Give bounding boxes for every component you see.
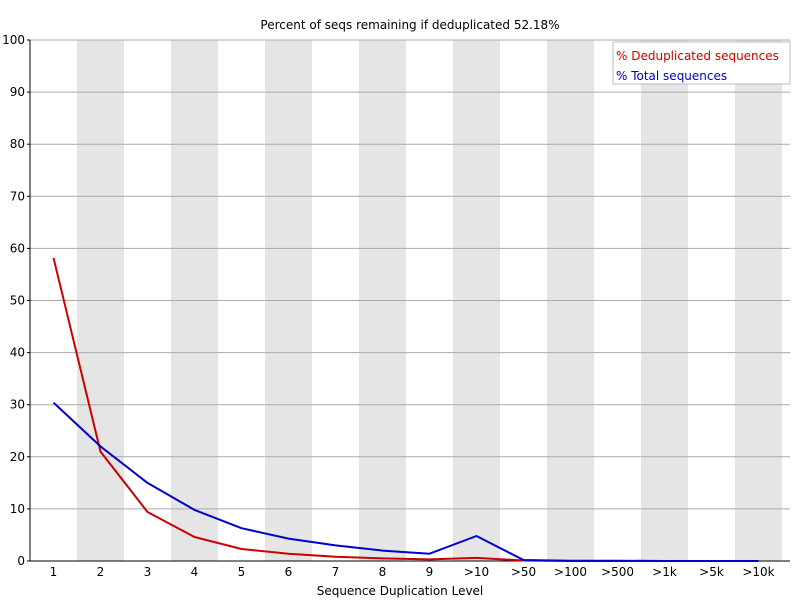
y-tick-label: 80 [10, 137, 25, 151]
x-tick-label: 1 [50, 565, 58, 579]
x-tick-label: 3 [144, 565, 152, 579]
y-tick-label: 90 [10, 85, 25, 99]
x-tick-label: 5 [238, 565, 246, 579]
x-tick-label: >100 [554, 565, 587, 579]
y-tick-label: 20 [10, 450, 25, 464]
legend-box [612, 41, 791, 85]
x-tick-label: 7 [332, 565, 340, 579]
x-tick-label: 9 [426, 565, 434, 579]
legend-entry-deduplicated: % Deduplicated sequences [616, 49, 779, 63]
y-tick-label: 100 [2, 33, 25, 47]
x-tick-label: >10k [742, 565, 774, 579]
x-axis-label: Sequence Duplication Level [317, 584, 484, 598]
x-tick-label: >50 [511, 565, 536, 579]
x-tick-label: >5k [699, 565, 724, 579]
legend-entry-total: % Total sequences [616, 69, 727, 83]
x-tick-labels: 1 2 3 4 5 6 7 8 9 >10 >50 >100 >500 >1k >5k >10k [50, 565, 775, 579]
y-tick-label: 30 [10, 398, 25, 412]
x-tick-label: >10 [464, 565, 489, 579]
x-tick-label: >500 [601, 565, 634, 579]
y-tick-label: 40 [10, 346, 25, 360]
y-tick-labels: 0 10 20 30 40 50 60 70 80 90 100 [2, 33, 30, 568]
series-lines [52, 257, 759, 562]
y-tick-label: 70 [10, 189, 25, 203]
series-line-total [52, 401, 759, 562]
y-tick-label: 60 [10, 241, 25, 255]
legend: % Deduplicated sequences % Total sequenc… [612, 41, 791, 85]
x-tick-label: 2 [97, 565, 105, 579]
y-tick-label: 10 [10, 502, 25, 516]
y-tick-label: 0 [17, 554, 25, 568]
x-tick-label: 4 [191, 565, 199, 579]
chart-title: Percent of seqs remaining if deduplicate… [260, 18, 559, 32]
x-tick-label: >1k [652, 565, 677, 579]
x-tick-label: 8 [379, 565, 387, 579]
x-tick-label: 6 [285, 565, 293, 579]
y-tick-label: 50 [10, 294, 25, 308]
